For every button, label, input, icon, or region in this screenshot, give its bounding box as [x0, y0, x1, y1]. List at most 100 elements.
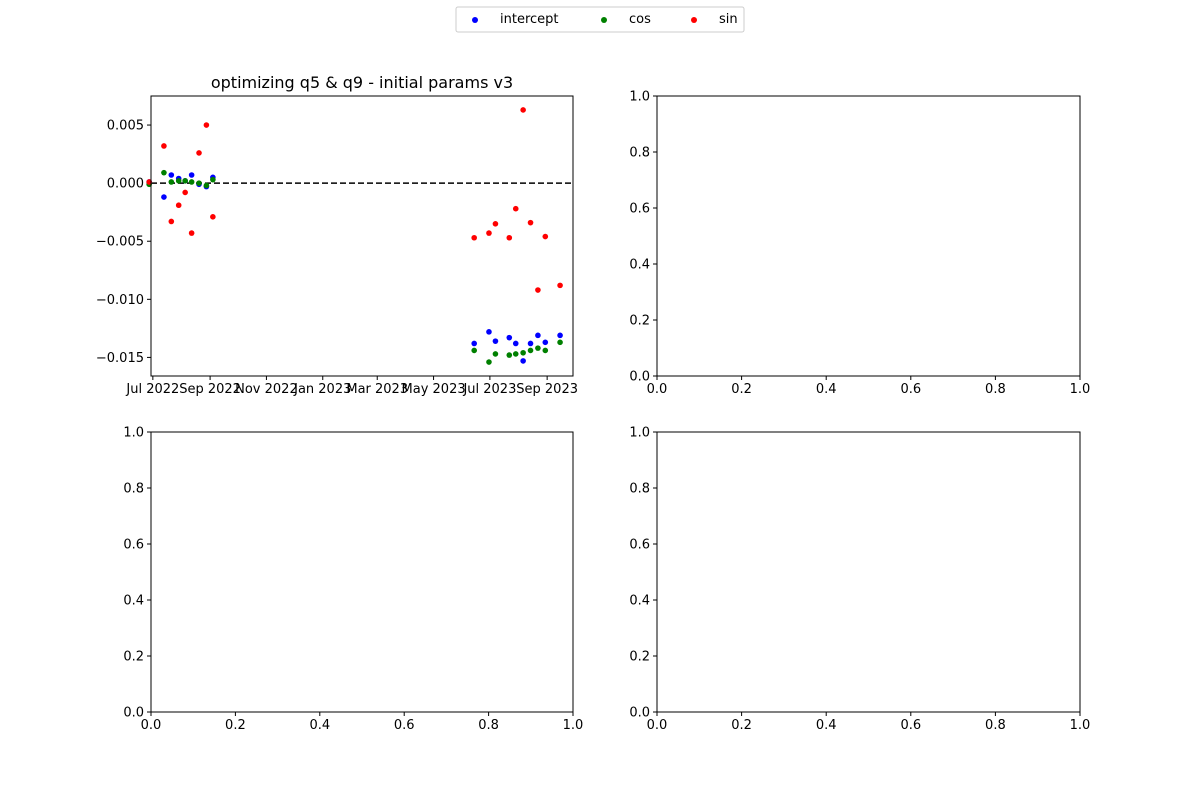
point-cos [512, 351, 519, 357]
point-intercept [542, 339, 549, 346]
x-tick-label: 0.2 [225, 718, 246, 733]
x-tick-label: 0.0 [647, 382, 668, 397]
y-tick-label: 0.0 [629, 706, 650, 721]
x-tick-label: 0.6 [394, 718, 415, 733]
x-tick-label: 0.4 [309, 718, 330, 733]
point-intercept [492, 338, 499, 344]
y-tick-label: 0.4 [629, 594, 650, 609]
legend-label-cos: cos [629, 12, 651, 27]
x-tick-label: Sep 2022 [179, 382, 241, 397]
x-tick-label: 1.0 [1070, 718, 1091, 733]
axes-frame [656, 431, 1081, 713]
y-tick-label: −0.005 [96, 235, 144, 250]
subplot-coefficients: optimizing q5 & q9 - initial params v3 J… [96, 73, 578, 397]
point-cos [188, 179, 195, 185]
point-sin [535, 287, 541, 293]
point-sin [196, 150, 202, 156]
x-tick-label: 0.0 [647, 718, 668, 733]
x-tick-label: Jul 2023 [462, 382, 516, 397]
point-cos [557, 339, 563, 346]
y-tick-label: 1.0 [629, 90, 650, 105]
y-tick-label: 0.2 [629, 314, 650, 329]
x-tick-label: 0.6 [900, 718, 921, 733]
y-tick-label: 0.6 [629, 538, 650, 553]
point-cos [168, 179, 175, 185]
point-sin [168, 218, 175, 225]
y-tick-label: 0.0 [123, 706, 144, 721]
point-cos [506, 352, 513, 358]
point-intercept [486, 329, 492, 335]
y-tick-label: 0.2 [123, 650, 144, 665]
y-tick-label: 0.4 [123, 594, 144, 609]
y-tick-label: 0.2 [629, 650, 650, 665]
point-intercept [557, 332, 563, 339]
x-tick-label: 0.4 [816, 718, 837, 733]
axes-frame [150, 431, 574, 713]
y-tick-label: −0.010 [96, 293, 144, 308]
point-sin [542, 233, 549, 240]
y-tick-label: 0.8 [629, 146, 650, 161]
point-sin [527, 219, 534, 226]
x-tick-label: Jul 2022 [125, 382, 179, 397]
point-intercept [161, 194, 167, 200]
point-cos [542, 347, 549, 354]
y-tick-label: 0.000 [107, 177, 144, 192]
x-tick-label: 0.0 [141, 718, 162, 733]
legend-frame [455, 6, 745, 33]
point-cos [210, 176, 216, 183]
x-tick-label: 0.6 [900, 382, 921, 397]
x-tick-label: 0.2 [731, 718, 752, 733]
point-cos [520, 349, 526, 356]
x-tick-label: Jan 2023 [293, 382, 351, 397]
point-sin [182, 189, 188, 196]
y-tick-label: 1.0 [123, 426, 144, 441]
x-tick-label: 1.0 [1070, 382, 1091, 397]
legend: intercept cos sin [455, 6, 745, 33]
x-tick-label: Sep 2023 [516, 382, 578, 397]
legend-marker-sin [691, 17, 697, 23]
point-sin [512, 205, 519, 212]
point-sin [188, 230, 195, 236]
point-sin [210, 214, 216, 220]
y-tick-label: 0.8 [123, 482, 144, 497]
point-sin [161, 143, 167, 149]
x-tick-label: 0.4 [816, 382, 837, 397]
point-cos [486, 359, 492, 365]
axes-frame [656, 95, 1081, 377]
point-cos [203, 182, 210, 189]
point-cos [471, 347, 477, 354]
y-tick-label: 0.4 [629, 258, 650, 273]
point-cos [182, 178, 188, 184]
subplot-empty-bottom-right: 0.0 0.2 0.4 0.6 0.8 1.0 0.0 0.2 0.4 0.6 0.8 1.0 [629, 426, 1090, 734]
point-sin [557, 282, 563, 289]
y-tick-label: 1.0 [629, 426, 650, 441]
x-tick-label: Nov 2022 [235, 382, 298, 397]
y-tick-label: 0.005 [107, 119, 144, 134]
y-tick-label: −0.015 [96, 351, 144, 366]
point-cos [527, 347, 534, 354]
point-sin [520, 107, 526, 113]
legend-label-sin: sin [719, 12, 738, 27]
point-intercept [471, 340, 477, 347]
point-intercept [188, 172, 195, 178]
point-intercept [168, 172, 175, 178]
x-tick-label: 0.2 [731, 382, 752, 397]
point-sin [203, 122, 210, 128]
x-tick-label: May 2023 [402, 382, 466, 397]
point-intercept [512, 340, 519, 347]
point-sin [175, 202, 182, 209]
point-sin [492, 221, 499, 227]
x-tick-label: 0.8 [985, 718, 1006, 733]
x-tick-label: 0.8 [478, 718, 499, 733]
point-sin [471, 234, 477, 241]
legend-marker-cos [601, 17, 607, 23]
point-sin [506, 234, 513, 241]
point-cos [161, 169, 167, 176]
point-intercept [506, 334, 513, 341]
point-intercept [527, 340, 534, 347]
point-cos [492, 351, 499, 357]
subplot-empty-top-right: 0.0 0.2 0.4 0.6 0.8 1.0 0.0 0.2 0.4 0.6 0.8 1.0 [629, 90, 1090, 398]
y-tick-label: 0.6 [123, 538, 144, 553]
